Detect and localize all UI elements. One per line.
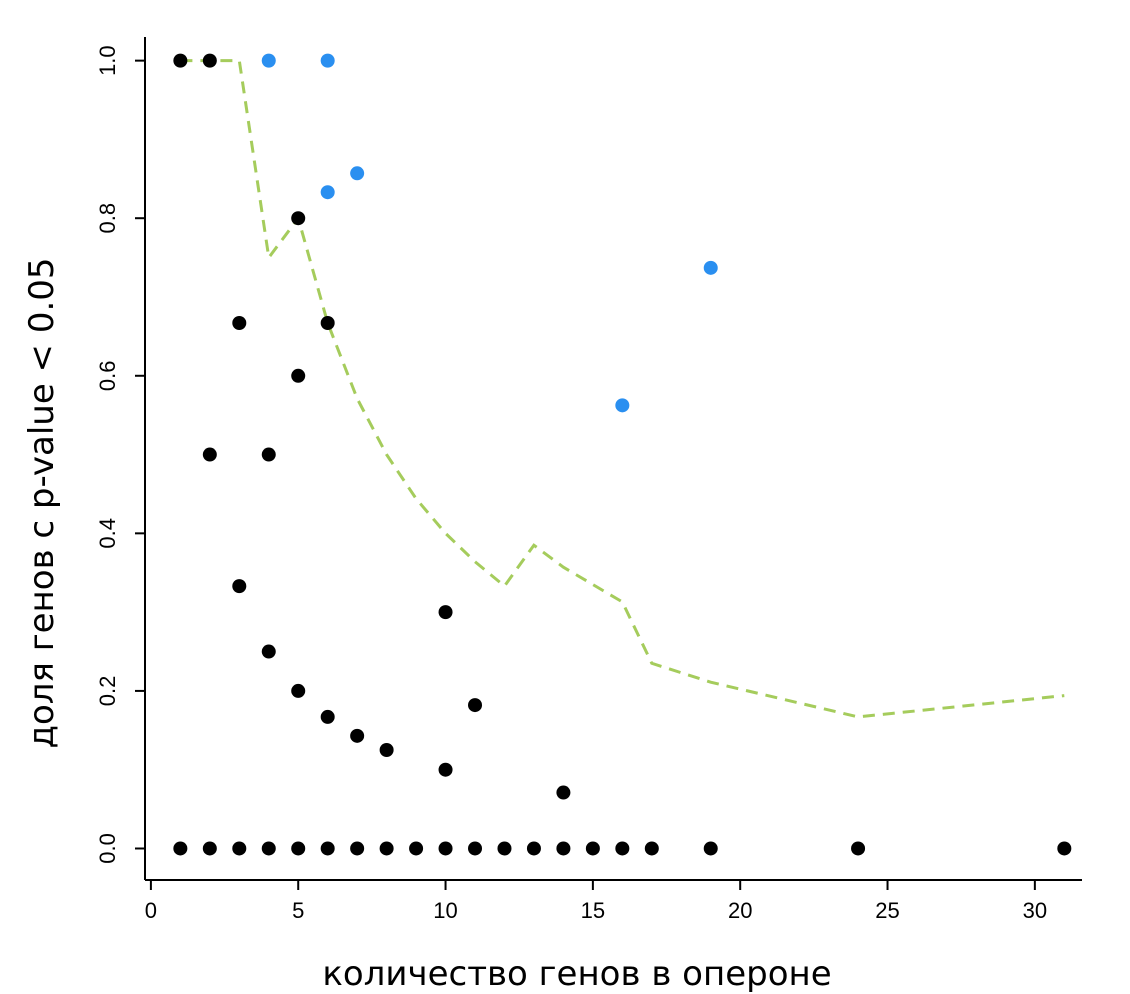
data-point-black xyxy=(379,743,394,758)
data-point-black xyxy=(409,841,424,856)
data-point-black xyxy=(232,841,247,856)
data-point-black xyxy=(497,841,512,856)
data-point-blue xyxy=(320,185,335,200)
x-tick-label: 20 xyxy=(728,898,752,923)
data-point-black xyxy=(703,841,718,856)
data-point-black xyxy=(202,447,217,462)
data-point-black xyxy=(615,841,630,856)
data-point-black xyxy=(173,841,188,856)
x-tick-label: 10 xyxy=(433,898,457,923)
trend-line-layer xyxy=(180,59,1065,719)
data-point-black xyxy=(556,785,571,800)
data-point-black xyxy=(320,709,335,724)
data-point-blue xyxy=(703,260,718,275)
data-point-black xyxy=(291,683,306,698)
axes: 0 5 10 15 20 25 30 0.0 0.2 0.4 0.6 0.8 1.0 xyxy=(95,37,1082,923)
y-tick-label: 0.6 xyxy=(95,360,120,391)
data-point-black xyxy=(261,644,276,659)
y-tick-label: 0.4 xyxy=(95,518,120,549)
data-point-black xyxy=(291,211,306,226)
data-point-black xyxy=(173,53,188,68)
y-axis-title: доля генов с p-value < 0.05 xyxy=(22,257,62,748)
data-point-black xyxy=(350,841,365,856)
y-tick-label: 0.2 xyxy=(95,676,120,707)
data-point-black xyxy=(202,53,217,68)
data-point-black xyxy=(585,841,600,856)
x-tick-label: 0 xyxy=(145,898,157,923)
x-tick-label: 15 xyxy=(581,898,605,923)
points-layer xyxy=(173,53,1072,856)
data-point-black xyxy=(232,579,247,594)
data-point-black xyxy=(526,841,541,856)
data-point-black xyxy=(202,841,217,856)
trend-line xyxy=(180,59,1065,719)
x-tick-label: 5 xyxy=(292,898,304,923)
data-point-black xyxy=(261,447,276,462)
data-point-black xyxy=(468,841,483,856)
y-tick-label: 0.8 xyxy=(95,203,120,234)
data-point-blue xyxy=(615,398,630,413)
data-point-black xyxy=(291,841,306,856)
x-tick-label: 25 xyxy=(875,898,899,923)
data-point-black xyxy=(438,605,453,620)
data-point-black xyxy=(468,698,483,713)
data-point-black xyxy=(438,762,453,777)
x-tick-label: 30 xyxy=(1023,898,1047,923)
data-point-blue xyxy=(350,166,365,181)
data-point-black xyxy=(438,841,453,856)
data-point-black xyxy=(232,315,247,330)
data-point-black xyxy=(350,728,365,743)
data-point-black xyxy=(851,841,866,856)
data-point-black xyxy=(644,841,659,856)
data-point-black xyxy=(291,368,306,383)
y-tick-label: 0.0 xyxy=(95,833,120,864)
data-point-black xyxy=(1057,841,1072,856)
data-point-black xyxy=(261,841,276,856)
data-point-blue xyxy=(261,53,276,68)
data-point-black xyxy=(379,841,394,856)
data-point-black xyxy=(320,841,335,856)
y-tick-label: 1.0 xyxy=(95,45,120,76)
data-point-black xyxy=(556,841,571,856)
x-axis-title: количество генов в опероне xyxy=(322,954,831,994)
data-point-blue xyxy=(320,53,335,68)
data-point-black xyxy=(320,315,335,330)
